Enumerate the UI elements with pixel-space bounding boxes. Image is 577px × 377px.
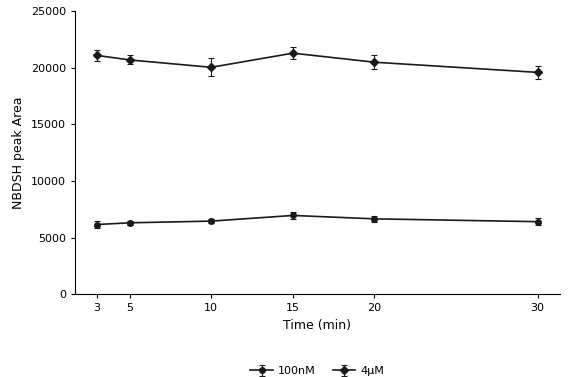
X-axis label: Time (min): Time (min) [283, 319, 351, 332]
Y-axis label: NBDSH peak Area: NBDSH peak Area [12, 97, 25, 209]
Legend: 100nM, 4μM: 100nM, 4μM [246, 362, 389, 377]
